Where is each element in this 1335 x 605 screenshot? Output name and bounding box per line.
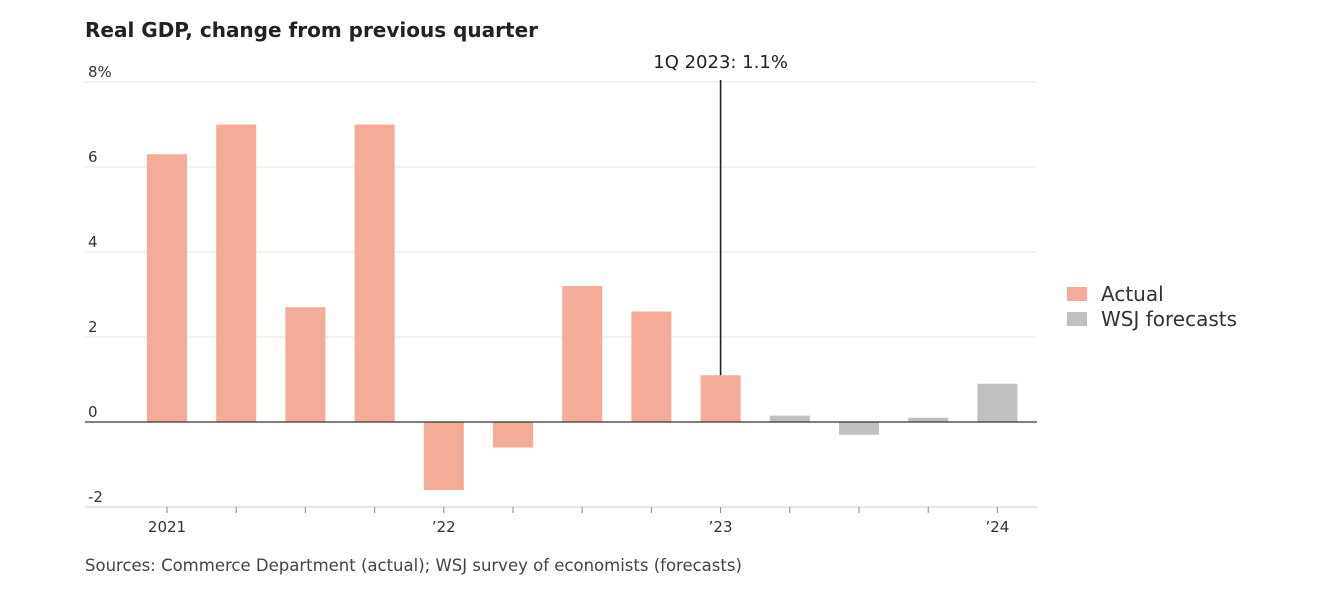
x-axis: 2021 ’22 ’23 ’24: [85, 421, 1037, 536]
bar: [839, 422, 879, 435]
bar: [700, 375, 741, 422]
x-tick-label: ’24: [985, 518, 1009, 536]
legend-label: Actual: [1101, 282, 1164, 306]
y-tick-label: 2: [88, 318, 98, 336]
bar: [631, 311, 672, 422]
y-tick-label: -2: [88, 488, 103, 506]
bar: [423, 422, 464, 490]
legend-swatch: [1067, 287, 1087, 301]
bar: [147, 154, 187, 422]
x-tick-label: ’22: [432, 518, 456, 536]
bar: [562, 286, 603, 422]
x-tick-label: ’23: [709, 518, 733, 536]
annotation-label: 1Q 2023: 1.1%: [653, 52, 788, 73]
annotation: 1Q 2023: 1.1%: [653, 52, 788, 376]
y-tick-label: 6: [88, 148, 98, 166]
x-tick-label: 2021: [148, 518, 186, 536]
y-tick-label: 0: [88, 403, 98, 421]
y-tick-label: 4: [88, 233, 98, 251]
y-axis-ticks: -2 0 2 4 6 8%: [88, 63, 112, 506]
chart-title: Real GDP, change from previous quarter: [85, 18, 538, 42]
bar: [977, 383, 1018, 422]
bar: [908, 417, 949, 422]
source-note: Sources: Commerce Department (actual); W…: [85, 556, 742, 575]
legend-label: WSJ forecasts: [1101, 307, 1237, 331]
bar: [285, 307, 326, 422]
bar: [769, 415, 810, 422]
bar: [216, 124, 257, 422]
y-tick-label: 8%: [88, 63, 112, 81]
bar: [354, 124, 395, 422]
legend-swatch: [1067, 312, 1087, 326]
bars: [147, 124, 1018, 490]
bar: [493, 422, 533, 448]
